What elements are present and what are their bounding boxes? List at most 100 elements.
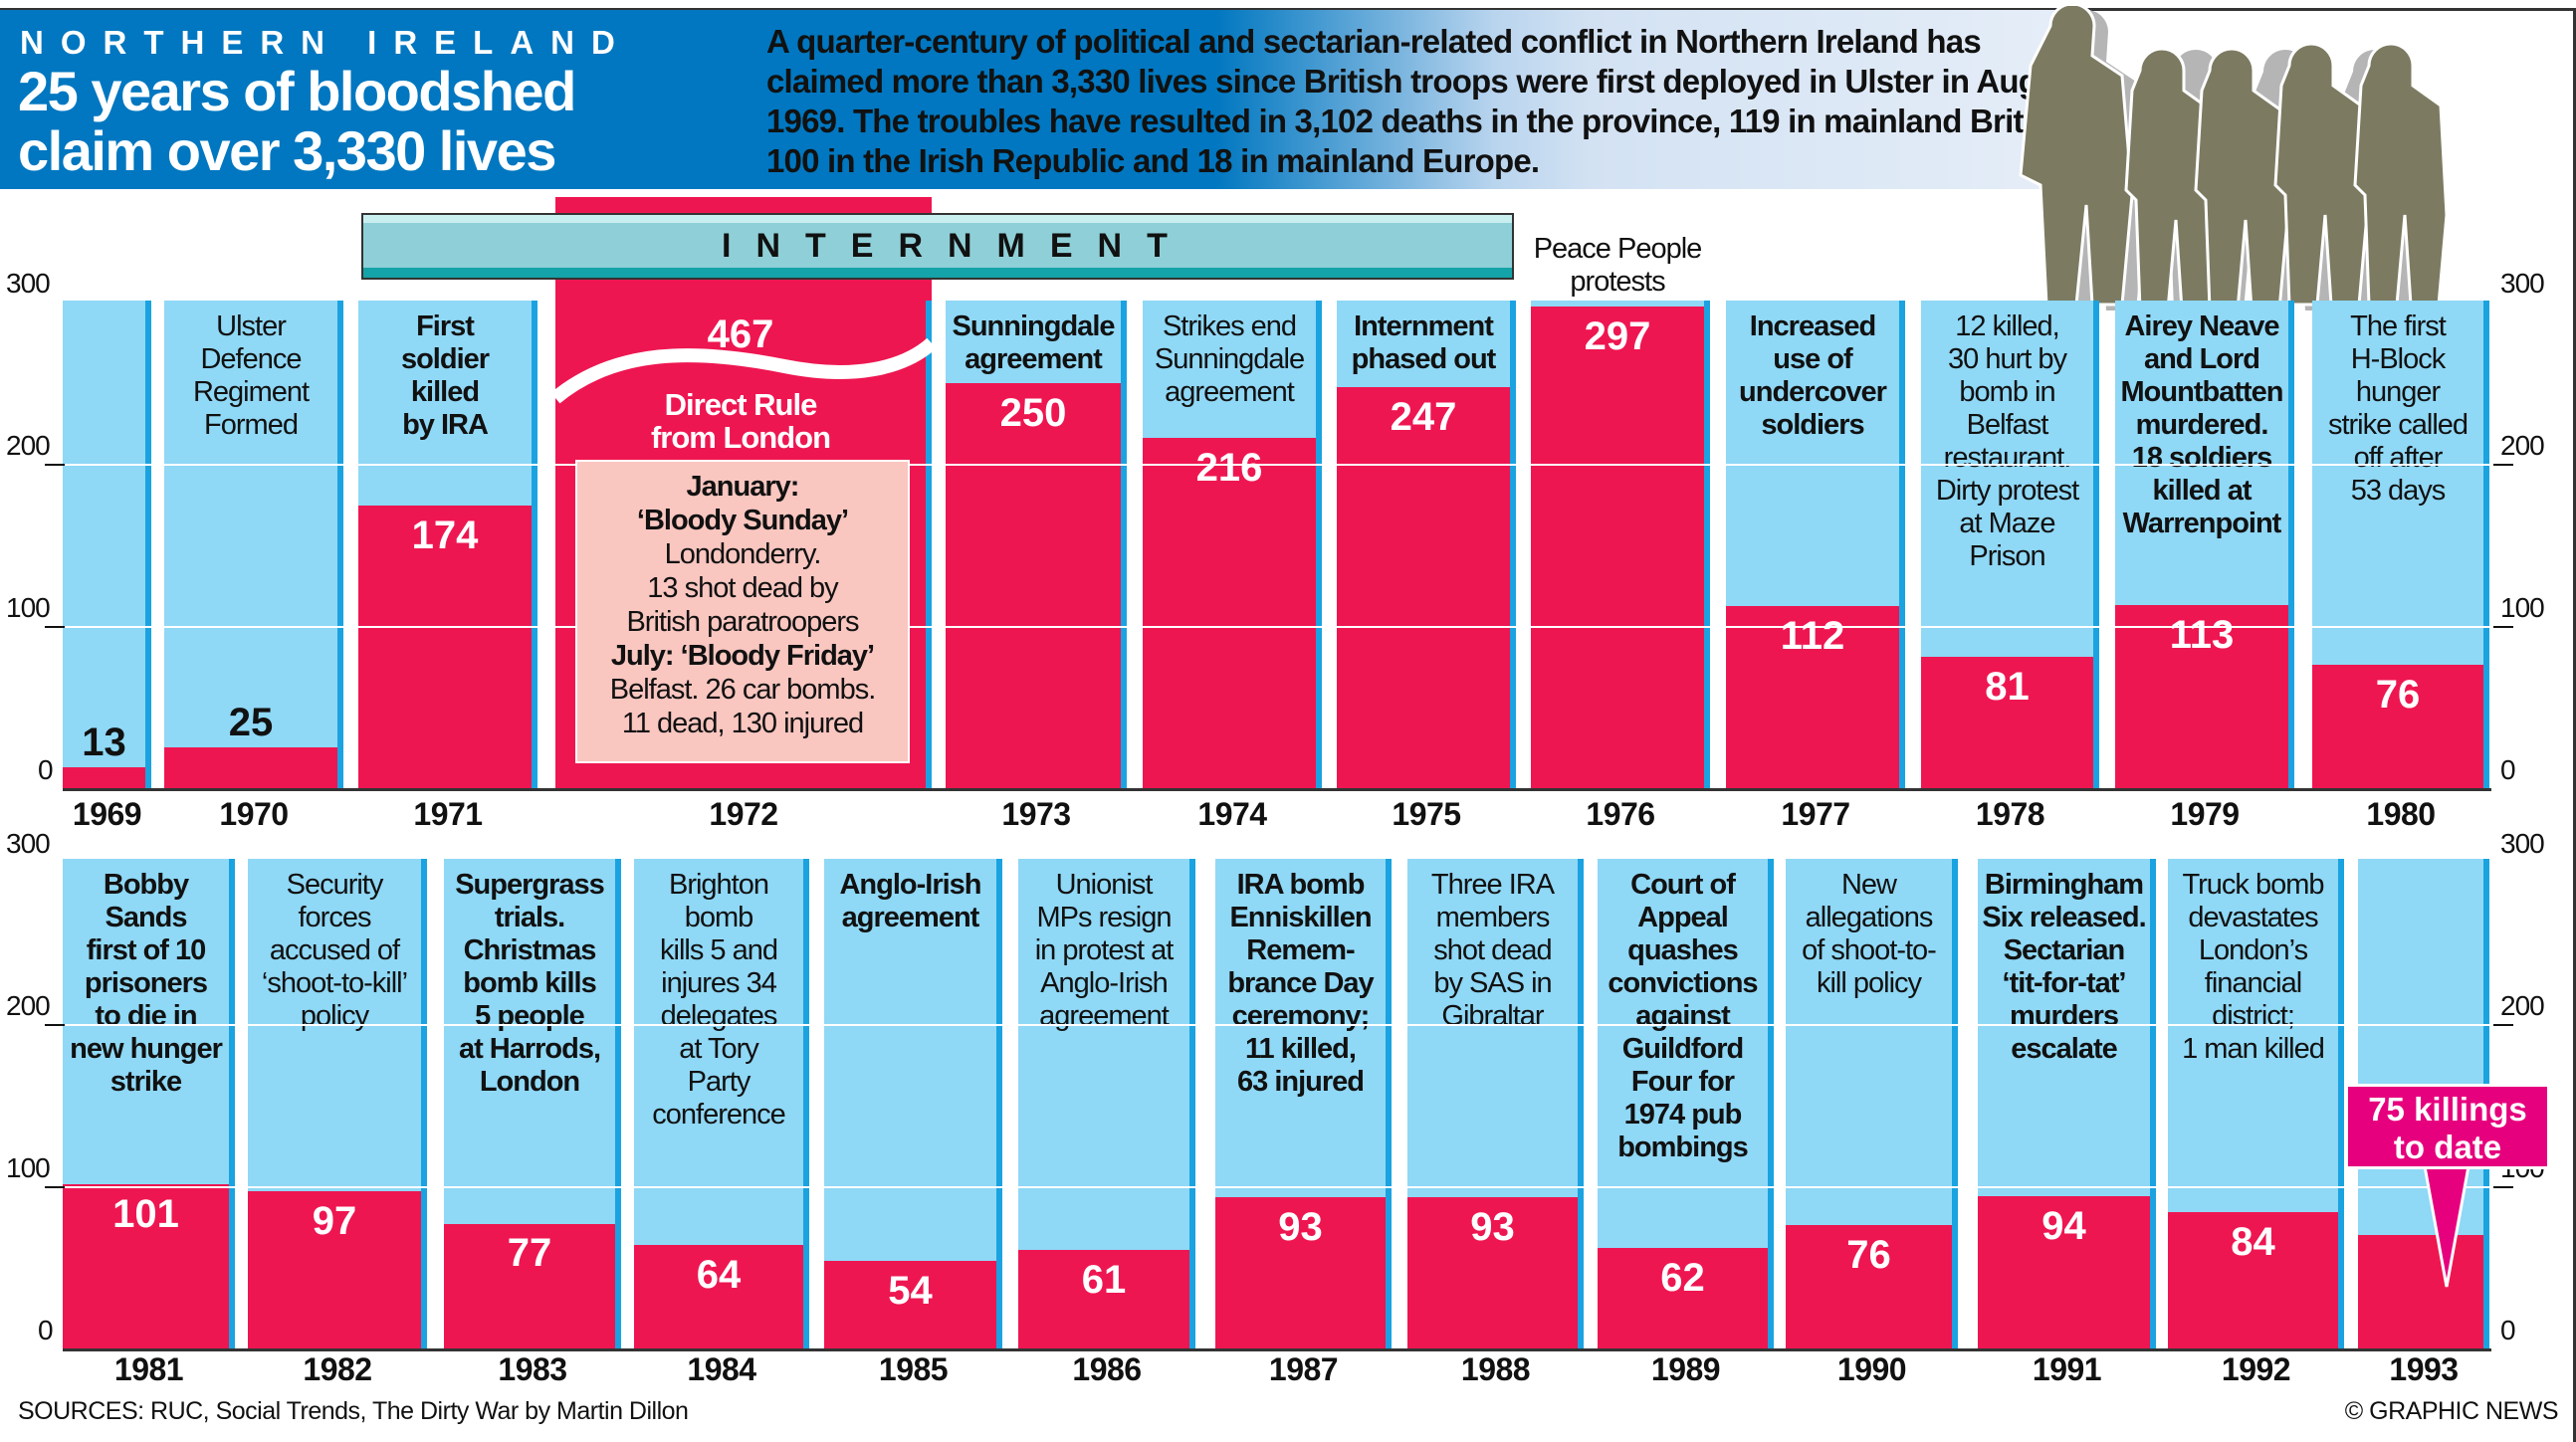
annotation-line: 13 shot dead by bbox=[647, 572, 838, 604]
event-line: conference bbox=[652, 1099, 786, 1131]
gridline-200 bbox=[63, 1024, 2491, 1026]
bar-1988 bbox=[1407, 1197, 1578, 1348]
event-line: Increased bbox=[1749, 310, 1876, 342]
event-line: of shoot-to- bbox=[1802, 934, 1937, 966]
y-axis-label-left: 200 bbox=[6, 430, 51, 461]
column-1979: 113 Airey Neave and Lord Mountbatten murdere… bbox=[2115, 301, 2294, 788]
value-label-1992: 84 bbox=[2231, 1220, 2275, 1265]
value-label-1987: 93 bbox=[1278, 1205, 1323, 1250]
y-axis-label-left: 0 bbox=[38, 754, 54, 785]
event-line: Belfast bbox=[1966, 409, 2049, 441]
header: NORTHERN IRELAND 25 years of bloodshed c… bbox=[0, 10, 2090, 189]
bar-1991 bbox=[1978, 1195, 2150, 1348]
page-title: 25 years of bloodshed claim over 3,330 l… bbox=[18, 60, 576, 181]
event-line: 30 hurt by bbox=[1948, 343, 2067, 375]
event-line: London bbox=[479, 1066, 580, 1098]
event-line: agreement bbox=[841, 902, 980, 933]
tick-right-100 bbox=[2493, 626, 2513, 628]
event-line: ‘shoot-to-kill’ bbox=[261, 967, 408, 999]
event-line: Sunningdale bbox=[1154, 343, 1305, 375]
event-line: Bobby bbox=[103, 869, 189, 901]
bar-1990 bbox=[1786, 1225, 1952, 1348]
event-line: ‘tit-for-tat’ bbox=[2002, 967, 2127, 999]
event-line: protests bbox=[1570, 266, 1665, 298]
tick-left-200 bbox=[45, 1024, 65, 1026]
year-label-1983: 1983 bbox=[498, 1351, 567, 1387]
event-text-1981: Bobby Sands first of 10 prisoners to die in n… bbox=[57, 869, 235, 1099]
event-line: bomb in bbox=[1959, 376, 2055, 408]
event-text-1986: Unionist MPs resign in protest at Anglo-Iri… bbox=[1012, 869, 1195, 1033]
value-label-1975: 247 bbox=[1390, 395, 1457, 440]
column-1988: 93 Three IRA members shot dead by SAS in Gibr… bbox=[1407, 859, 1584, 1348]
event-text-1987: IRA bomb Enniskillen Remem-brance Day cerem… bbox=[1209, 869, 1392, 1099]
event-line: to die in bbox=[95, 1000, 197, 1032]
event-line: Appeal bbox=[1637, 902, 1729, 933]
event-line: The first bbox=[2350, 310, 2447, 342]
column-1992: 84 Truck bomb devastates London’s financial d… bbox=[2168, 859, 2344, 1348]
event-line: by SAS in bbox=[1433, 967, 1552, 999]
bar-1987 bbox=[1215, 1197, 1386, 1348]
year-label-1972: 1972 bbox=[709, 796, 778, 832]
bar-1973 bbox=[946, 382, 1121, 788]
bar-1981 bbox=[63, 1184, 229, 1348]
event-line: agreement bbox=[1165, 376, 1295, 408]
bar-1993 bbox=[2358, 1234, 2483, 1348]
bar-1983 bbox=[444, 1223, 615, 1348]
event-line: injures 34 bbox=[661, 967, 777, 999]
event-line: first of 10 bbox=[86, 934, 207, 966]
y-axis-label-left: 200 bbox=[6, 990, 51, 1021]
event-line: policy bbox=[300, 1000, 369, 1032]
y-axis-label-left: 300 bbox=[6, 268, 51, 299]
year-label-1991: 1991 bbox=[2032, 1351, 2102, 1387]
year-label-1992: 1992 bbox=[2221, 1351, 2291, 1387]
event-line: Brighton bbox=[668, 869, 769, 901]
event-line: Court of bbox=[1630, 869, 1736, 901]
tick-left-100 bbox=[45, 1186, 65, 1188]
value-label-1984: 64 bbox=[696, 1252, 742, 1297]
event-line: Sands bbox=[105, 902, 187, 933]
event-line: Direct Rule bbox=[664, 387, 818, 422]
column-1987: 93 IRA bomb Enniskillen Remem-brance Day cer… bbox=[1215, 859, 1392, 1348]
event-line: Truck bomb bbox=[2182, 869, 2324, 901]
event-line: Defence bbox=[200, 343, 302, 375]
column-1969: 13 bbox=[63, 301, 151, 788]
bar-1975 bbox=[1337, 387, 1510, 788]
column-1991: 94 Birmingham Six released. Sectarian ‘tit-f… bbox=[1978, 859, 2156, 1348]
event-line: Four for bbox=[1630, 1066, 1735, 1098]
event-line: Regiment bbox=[192, 376, 310, 408]
annotation-1972: January: ‘Bloody Sunday’ Londonderry. 13 sh… bbox=[575, 460, 910, 763]
event-text-1991: Birmingham Six released. Sectarian ‘tit-for… bbox=[1972, 869, 2156, 1066]
event-line: escalate bbox=[2011, 1033, 2118, 1065]
year-label-1970: 1970 bbox=[219, 796, 289, 832]
column-1981: 101 Bobby Sands first of 10 prisoners to die … bbox=[63, 859, 235, 1348]
event-text-1973: Sunningdale agreement bbox=[940, 310, 1127, 376]
column-1977: 112 Increased use of undercover soldiers bbox=[1726, 301, 1905, 788]
year-label-1979: 1979 bbox=[2170, 796, 2240, 832]
value-label-1977: 112 bbox=[1780, 614, 1845, 659]
description: A quarter-century of political and secta… bbox=[766, 23, 2085, 179]
year-label-1982: 1982 bbox=[303, 1351, 372, 1387]
title-line-1: 25 years of bloodshed bbox=[18, 60, 576, 122]
y-axis-label-right: 200 bbox=[2500, 990, 2545, 1021]
event-line: 63 injured bbox=[1237, 1066, 1365, 1098]
value-label-1986: 61 bbox=[1081, 1257, 1127, 1302]
event-line: IRA bomb bbox=[1236, 869, 1366, 901]
y-axis-label-right: 0 bbox=[2500, 1315, 2516, 1345]
event-line: Prison bbox=[1969, 540, 2045, 572]
callout-1993: 75 killings to date bbox=[2345, 1084, 2550, 1169]
event-line: killed bbox=[410, 376, 480, 408]
column-1986: 61 Unionist MPs resign in protest at Anglo-I… bbox=[1018, 859, 1195, 1348]
tick-left-100 bbox=[45, 626, 65, 628]
event-line: Enniskillen bbox=[1229, 902, 1372, 933]
gridline-200 bbox=[63, 464, 2491, 466]
event-line: London’s bbox=[2198, 934, 2308, 966]
callout-line: 75 killings bbox=[2368, 1091, 2527, 1128]
annotation-line: British paratroopers bbox=[626, 606, 859, 638]
event-line: convictions bbox=[1608, 967, 1758, 999]
event-line: soldier bbox=[400, 343, 490, 375]
event-line: devastates bbox=[2188, 902, 2318, 933]
year-label-1978: 1978 bbox=[1975, 796, 2045, 832]
value-label-1988: 93 bbox=[1470, 1205, 1515, 1250]
event-line: quashes bbox=[1627, 934, 1739, 966]
value-label-1973: 250 bbox=[999, 390, 1067, 435]
